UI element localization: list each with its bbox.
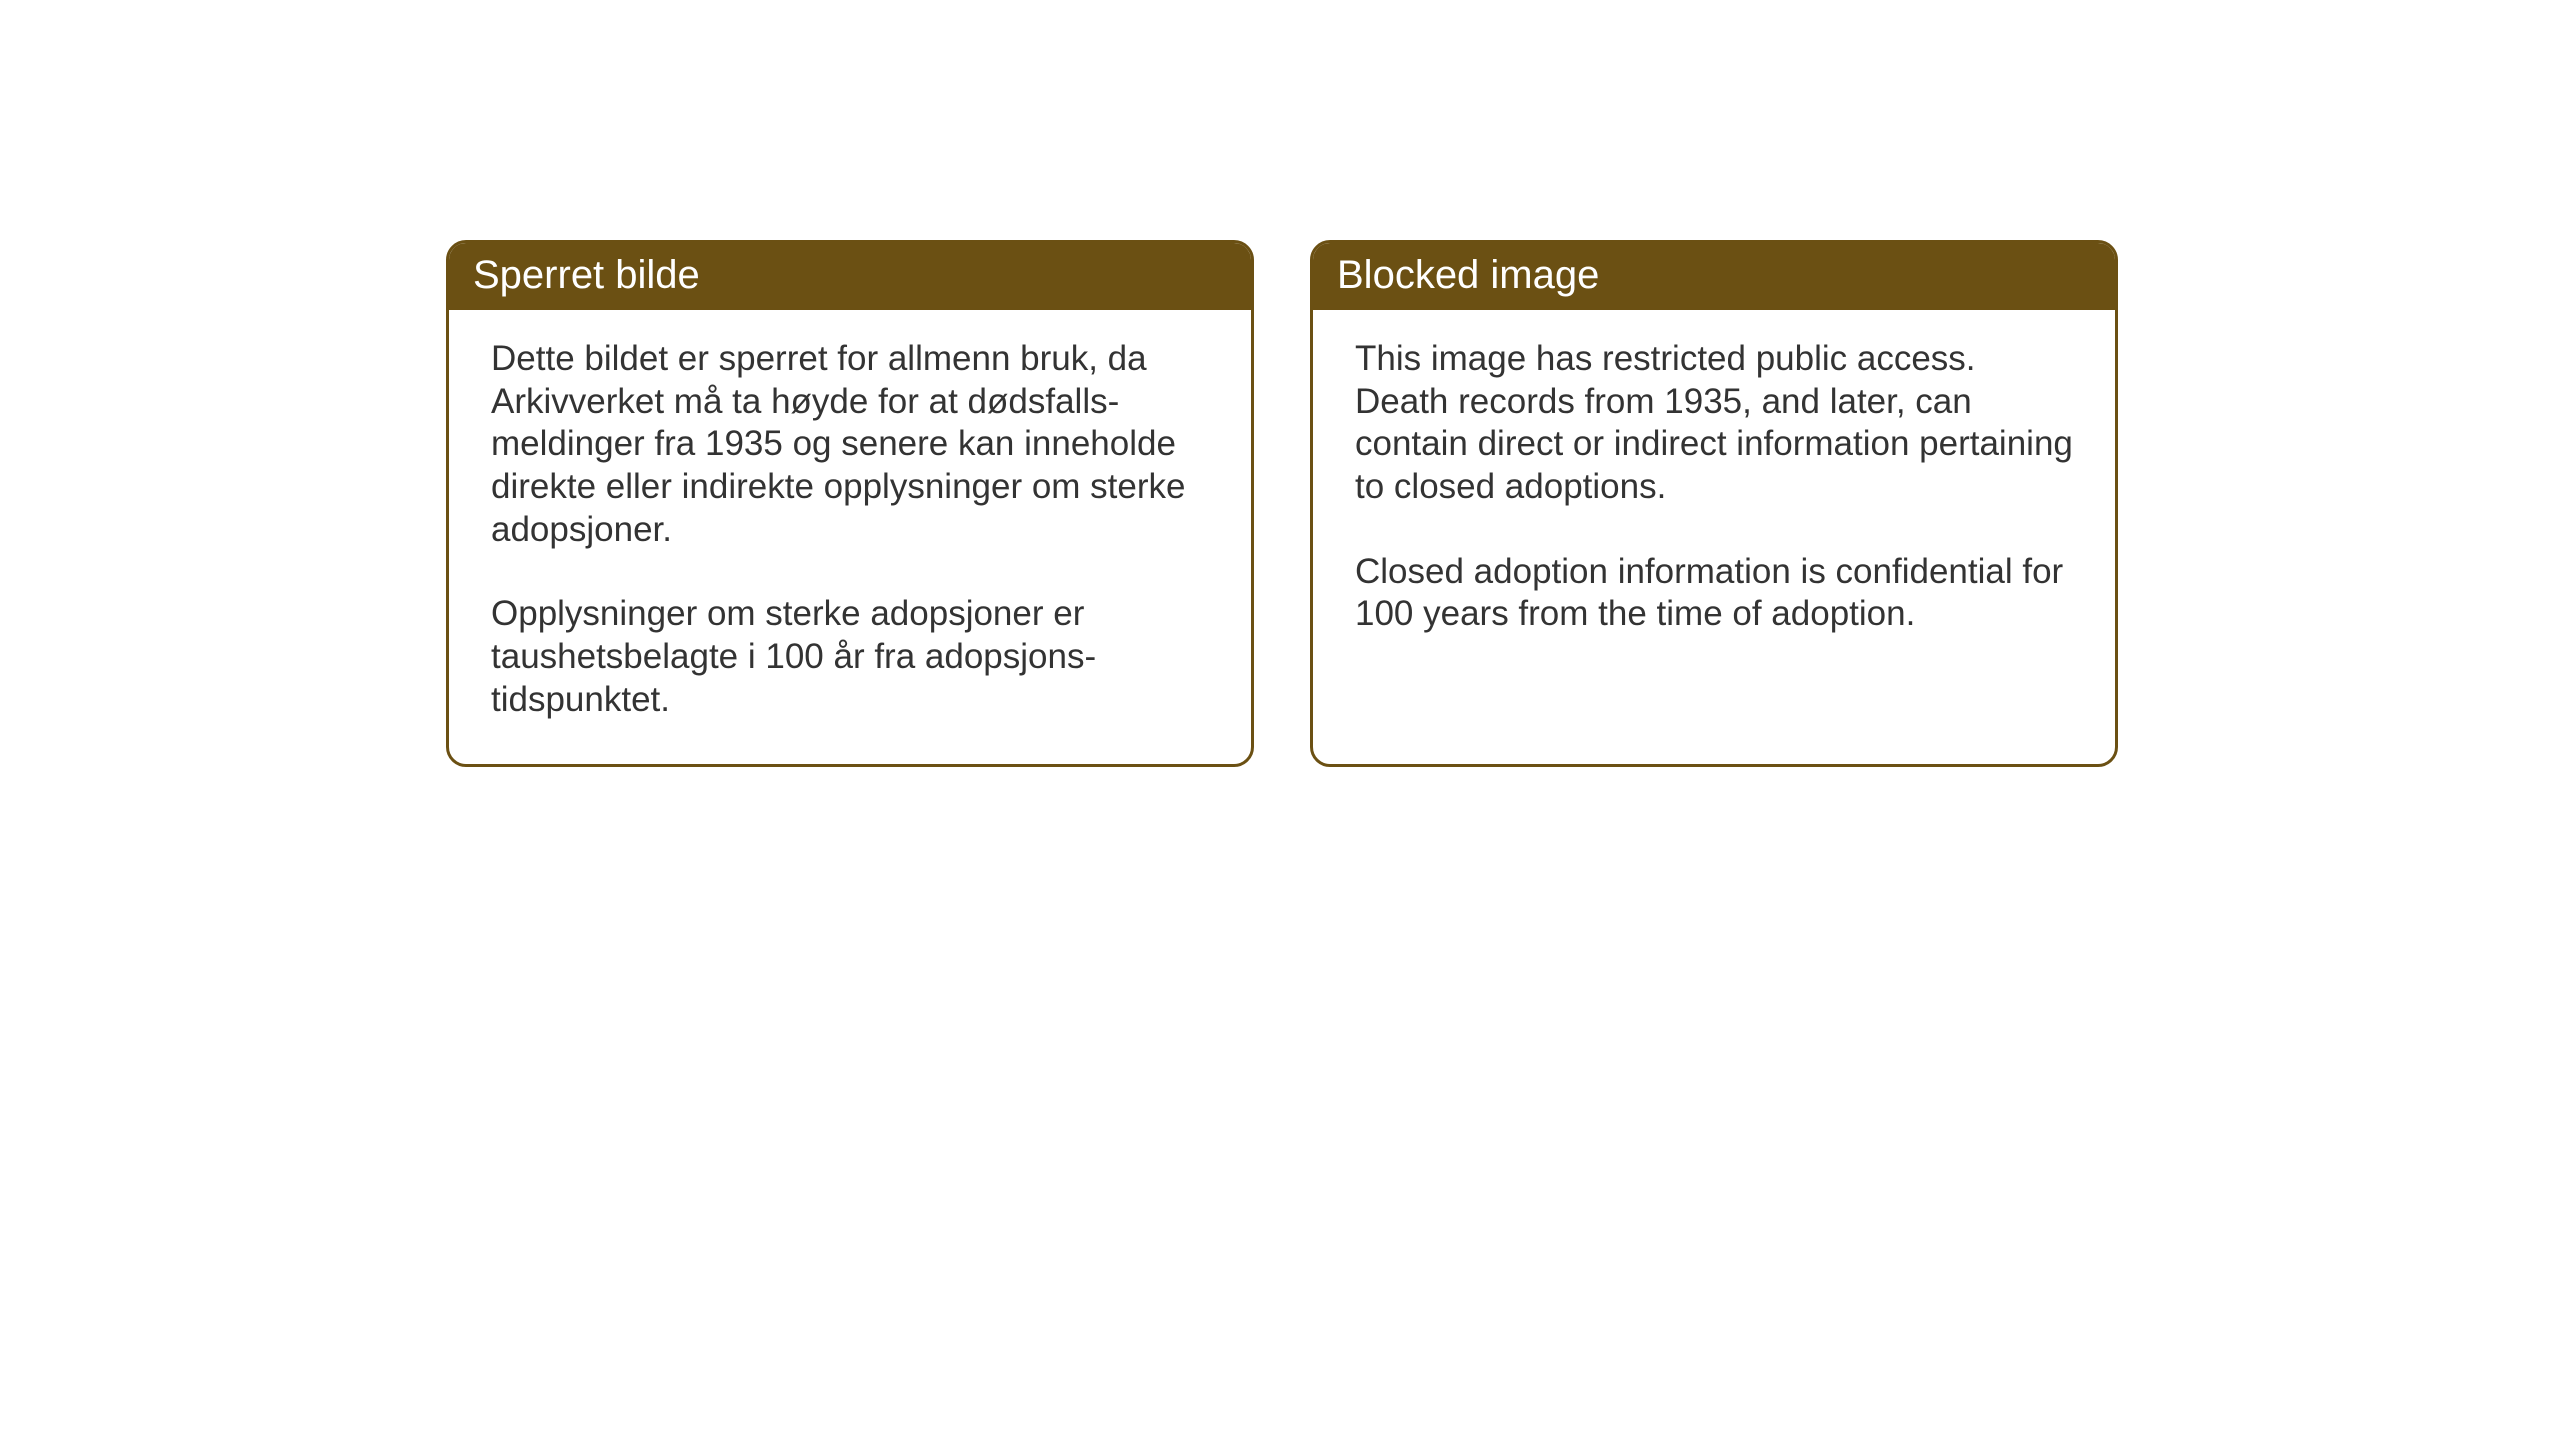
card-title: Blocked image <box>1337 253 1599 297</box>
card-paragraph: Dette bildet er sperret for allmenn bruk… <box>491 338 1209 551</box>
card-header-norwegian: Sperret bilde <box>449 243 1251 310</box>
notice-card-english: Blocked image This image has restricted … <box>1310 240 2118 767</box>
notice-card-norwegian: Sperret bilde Dette bildet er sperret fo… <box>446 240 1254 767</box>
card-body-norwegian: Dette bildet er sperret for allmenn bruk… <box>449 310 1251 764</box>
card-title: Sperret bilde <box>473 253 700 297</box>
card-paragraph: This image has restricted public access.… <box>1355 338 2073 509</box>
notice-container: Sperret bilde Dette bildet er sperret fo… <box>446 240 2118 767</box>
card-body-english: This image has restricted public access.… <box>1313 310 2115 678</box>
card-paragraph: Closed adoption information is confident… <box>1355 551 2073 636</box>
card-paragraph: Opplysninger om sterke adopsjoner er tau… <box>491 593 1209 721</box>
card-header-english: Blocked image <box>1313 243 2115 310</box>
